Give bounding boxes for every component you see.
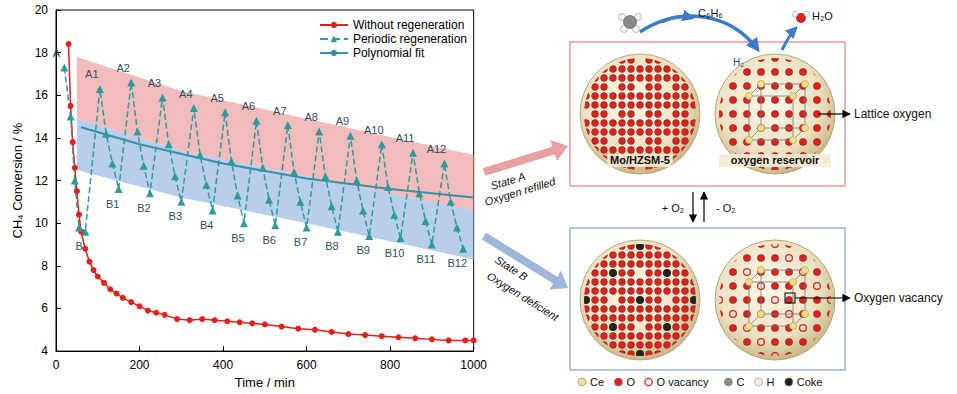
svg-text:A9: A9 — [336, 115, 349, 127]
svg-text:B: B — [76, 240, 83, 252]
svg-text:Coke: Coke — [797, 376, 823, 388]
svg-text:O vacancy: O vacancy — [657, 376, 709, 388]
svg-text:CH₄ Conversion / %: CH₄ Conversion / % — [10, 122, 25, 238]
svg-text:16: 16 — [35, 88, 49, 102]
svg-text:State B: State B — [493, 254, 530, 283]
svg-text:12: 12 — [35, 174, 49, 188]
svg-text:B10: B10 — [385, 247, 405, 259]
svg-text:Oxygen vacancy: Oxygen vacancy — [854, 291, 943, 305]
svg-text:14: 14 — [35, 131, 49, 145]
svg-text:B3: B3 — [169, 210, 182, 222]
svg-text:+ O₂: + O₂ — [662, 202, 684, 214]
svg-text:600: 600 — [297, 358, 317, 372]
svg-text:H: H — [767, 376, 775, 388]
svg-text:0: 0 — [53, 358, 60, 372]
svg-text:C₆H₆: C₆H₆ — [698, 7, 723, 19]
svg-text:B2: B2 — [137, 202, 150, 214]
svg-text:A10: A10 — [364, 124, 384, 136]
svg-text:200: 200 — [130, 358, 150, 372]
svg-text:20: 20 — [35, 3, 49, 17]
svg-text:B7: B7 — [294, 236, 307, 248]
svg-text:A: A — [53, 47, 61, 59]
svg-text:A2: A2 — [116, 62, 129, 74]
svg-text:B8: B8 — [325, 240, 338, 252]
svg-text:A4: A4 — [179, 88, 192, 100]
svg-text:6: 6 — [41, 301, 48, 315]
svg-text:H₂O: H₂O — [812, 10, 833, 22]
svg-text:18: 18 — [35, 46, 49, 60]
svg-text:4: 4 — [41, 344, 48, 358]
svg-text:State A: State A — [489, 170, 527, 192]
svg-text:O: O — [626, 376, 635, 388]
svg-text:10: 10 — [35, 216, 49, 230]
svg-text:A8: A8 — [304, 111, 317, 123]
svg-text:A6: A6 — [242, 100, 255, 112]
svg-text:H₂: H₂ — [733, 57, 744, 68]
svg-text:400: 400 — [213, 358, 233, 372]
svg-text:B9: B9 — [357, 244, 370, 256]
svg-text:B11: B11 — [417, 253, 436, 265]
svg-text:B4: B4 — [200, 219, 213, 231]
svg-text:A3: A3 — [148, 77, 161, 89]
svg-text:B1: B1 — [106, 198, 119, 210]
svg-text:8: 8 — [41, 259, 48, 273]
svg-text:Polynomial fit: Polynomial fit — [353, 46, 425, 60]
svg-text:A12: A12 — [427, 143, 447, 155]
svg-text:Lattice oxygen: Lattice oxygen — [854, 107, 931, 121]
svg-text:A7: A7 — [273, 105, 286, 117]
svg-text:Periodic regeneration: Periodic regeneration — [353, 32, 467, 46]
svg-text:Ce: Ce — [590, 376, 604, 388]
svg-text:B6: B6 — [263, 234, 276, 246]
svg-text:C: C — [736, 376, 744, 388]
svg-text:Mo/HZSM-5: Mo/HZSM-5 — [610, 154, 670, 166]
svg-text:A11: A11 — [396, 132, 415, 144]
svg-text:- O₂: - O₂ — [716, 202, 736, 214]
svg-text:Oxygen refilled: Oxygen refilled — [483, 175, 558, 208]
svg-text:A1: A1 — [85, 68, 98, 80]
svg-text:Time / min: Time / min — [235, 375, 295, 390]
svg-text:oxygen reservoir: oxygen reservoir — [731, 154, 820, 166]
svg-text:B5: B5 — [231, 232, 244, 244]
svg-text:1000: 1000 — [460, 358, 487, 372]
svg-text:800: 800 — [380, 358, 400, 372]
svg-text:Without regeneration: Without regeneration — [353, 18, 464, 32]
svg-text:B12: B12 — [447, 257, 467, 269]
svg-text:Oxygen deficient: Oxygen deficient — [485, 270, 562, 324]
svg-text:A5: A5 — [210, 92, 223, 104]
